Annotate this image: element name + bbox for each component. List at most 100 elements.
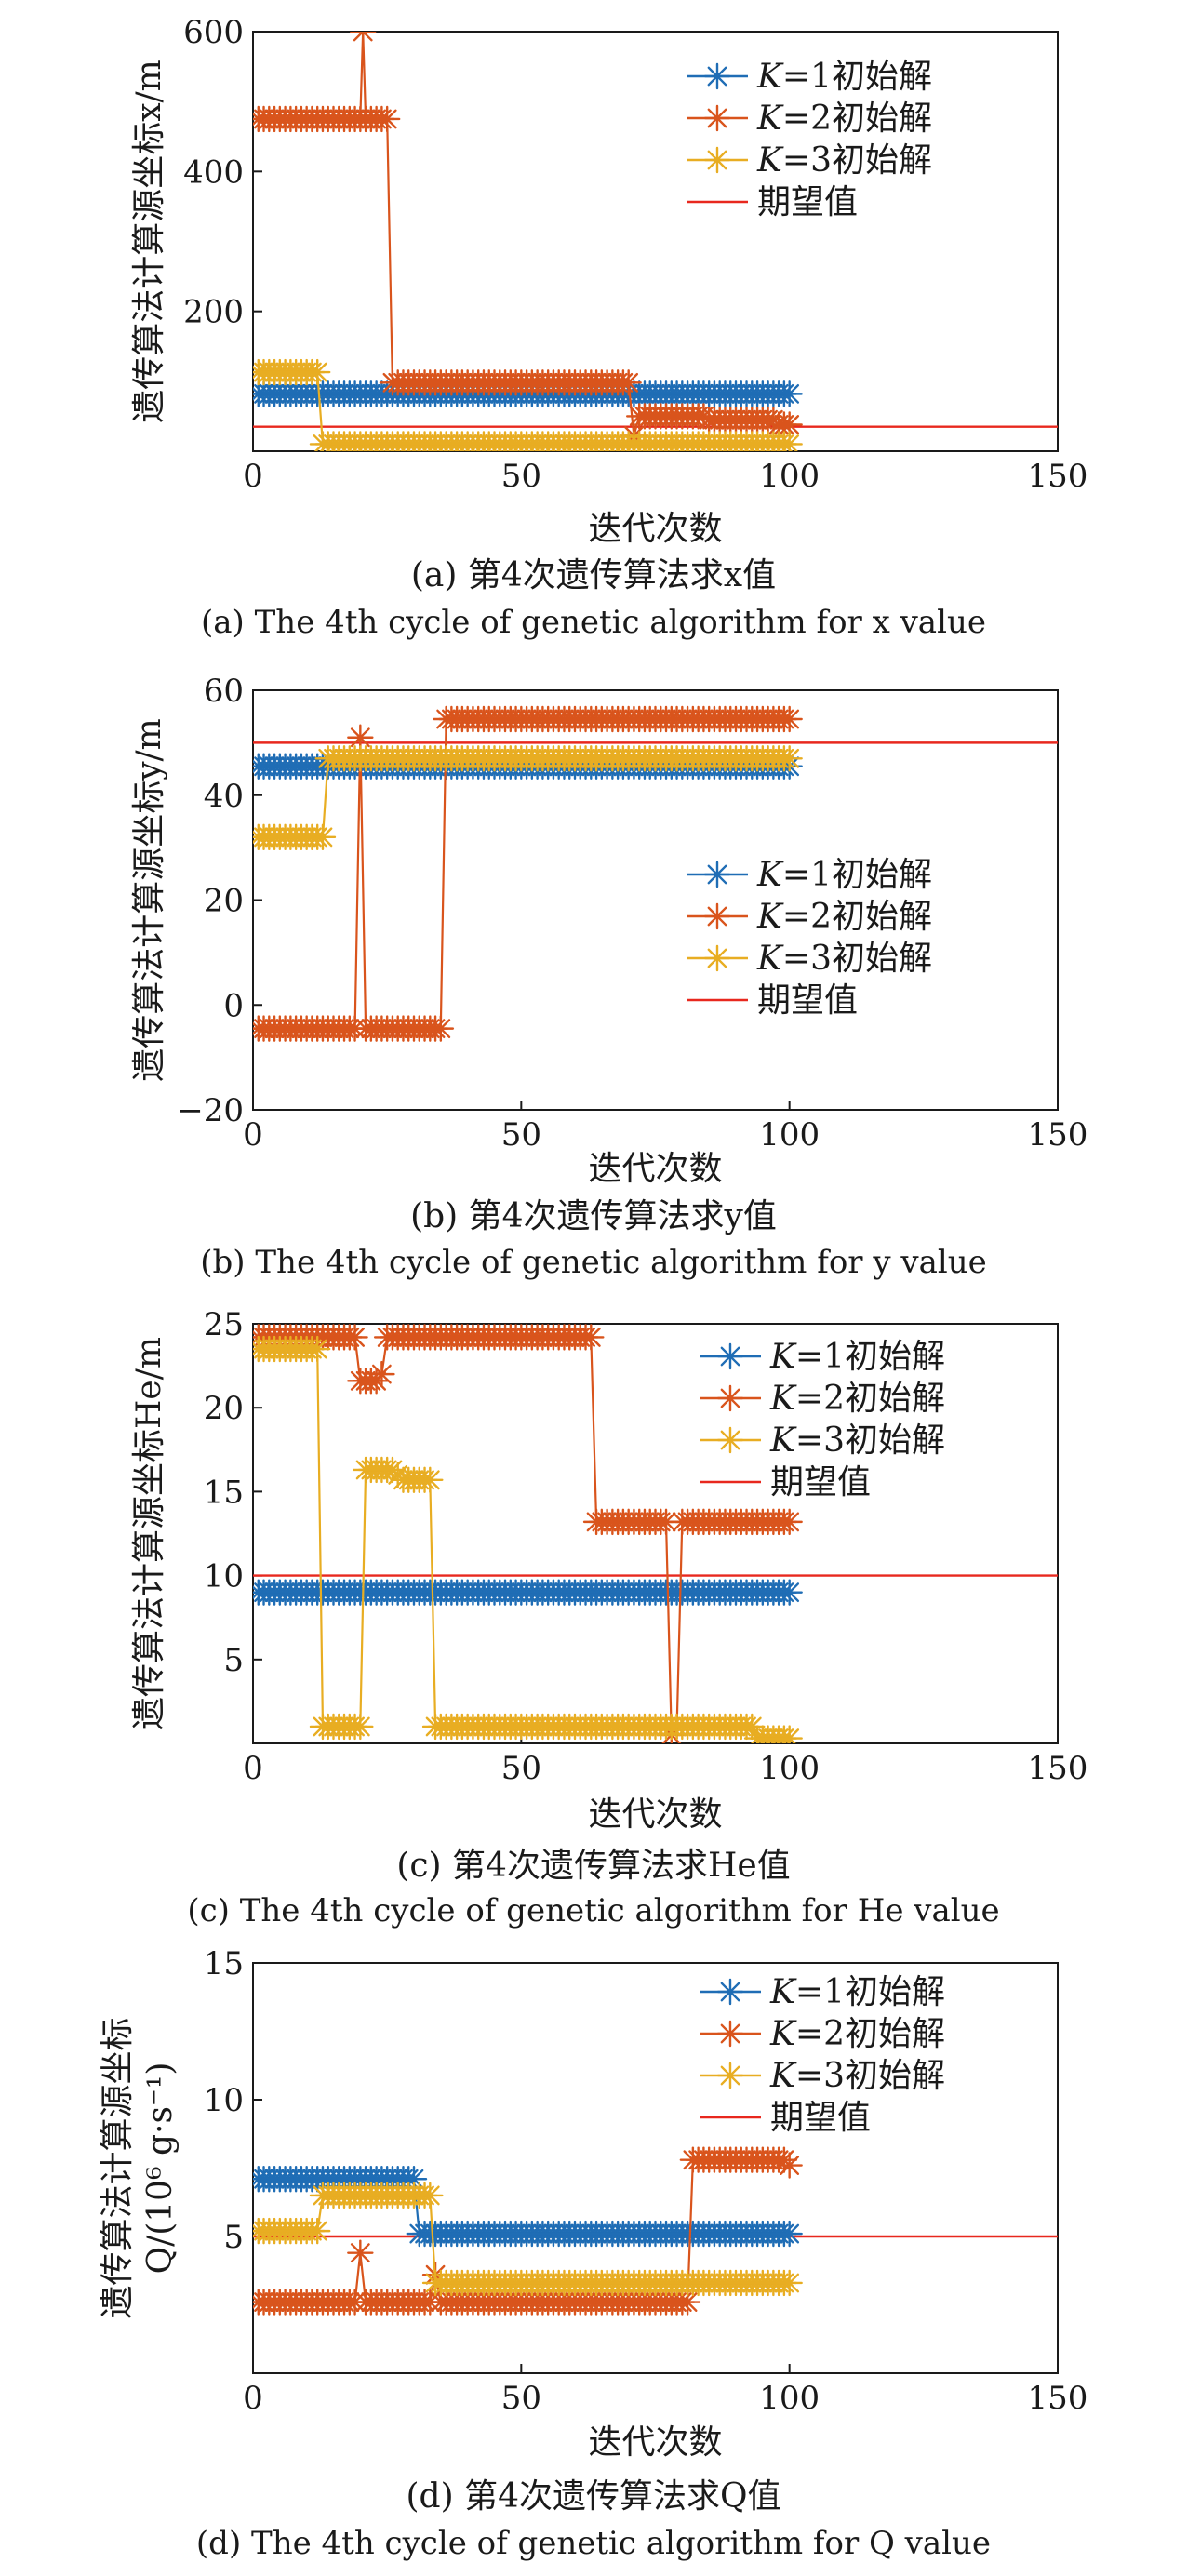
data-point-k2 — [776, 2152, 803, 2179]
x-tick-label: 0 — [243, 1750, 263, 1787]
data-point-k2 — [368, 1360, 395, 1388]
y-axis-label: 遗传算法计算源坐标x/m — [130, 60, 168, 423]
legend-label: K=3初始解 — [756, 940, 932, 978]
caption-english: (a) The 4th cycle of genetic algorithm f… — [201, 604, 986, 641]
data-point-k3 — [304, 358, 331, 386]
legend-label: K=1初始解 — [769, 1338, 945, 1376]
data-point-k3 — [304, 1335, 331, 1363]
legend-label: K=3初始解 — [769, 2057, 945, 2095]
data-point-k3 — [347, 1713, 374, 1741]
y-tick-label: −20 — [177, 1092, 244, 1129]
panel-c: 0 50 100 150 5 10 15 20 25 K=1初始解 K=2初始解K=3初始解期望值迭… — [130, 1306, 1087, 1929]
x-tick-label: 150 — [1028, 2380, 1088, 2417]
x-axis-label: 迭代次数 — [588, 2423, 722, 2462]
data-point-k3 — [776, 2269, 803, 2297]
y-axis-label-unit: Q/(10⁶ g·s⁻¹) — [141, 2062, 180, 2275]
y-tick-label: 20 — [204, 1390, 244, 1427]
y-tick-label: 0 — [223, 987, 244, 1024]
x-tick-label: 100 — [759, 1750, 820, 1787]
x-axis-label: 迭代次数 — [588, 1795, 722, 1834]
legend-label: 期望值 — [757, 183, 858, 221]
data-point-k2 — [350, 32, 377, 46]
legend-marker — [703, 62, 731, 90]
data-point-k3 — [776, 745, 803, 772]
legend-label: 期望值 — [770, 2099, 871, 2137]
x-tick-label: 50 — [501, 1750, 541, 1787]
series-k2 — [253, 2146, 803, 2316]
caption-chinese: (d) 第4次遗传算法求Q值 — [407, 2477, 781, 2516]
series-k2 — [253, 32, 803, 449]
legend-label: K=1初始解 — [756, 856, 932, 894]
legend-label: K=1初始解 — [769, 1973, 945, 2011]
legend-marker — [716, 1384, 744, 1412]
series-k3 — [253, 358, 803, 451]
series-k3 — [253, 745, 803, 851]
legend-label: 期望值 — [757, 981, 858, 1020]
data-point-k3 — [417, 1466, 444, 1493]
x-tick-label: 150 — [1028, 458, 1088, 495]
data-point-k2 — [578, 1324, 605, 1351]
x-tick-label: 100 — [759, 1116, 820, 1154]
legend-marker — [703, 944, 731, 972]
caption-chinese: (b) 第4次遗传算法求y值 — [410, 1197, 777, 1235]
legend-label: 期望值 — [770, 1463, 871, 1502]
panel-a: 0 50 100 150 200 400 600 K=1初始解 K=2初始解K=3初始解期望值迭… — [130, 14, 1087, 641]
y-tick-label: 15 — [204, 1474, 244, 1511]
series-line-k3 — [258, 1348, 790, 1740]
data-point-k2 — [615, 369, 642, 396]
legend-label: K=2初始解 — [769, 1380, 945, 1418]
x-tick-label: 50 — [501, 2380, 541, 2417]
x-tick-label: 0 — [243, 1116, 263, 1154]
y-tick-label: 600 — [183, 14, 244, 51]
y-tick-label: 25 — [204, 1306, 244, 1343]
data-point-k2 — [341, 1324, 368, 1351]
caption-chinese: (c) 第4次遗传算法求He值 — [396, 1847, 790, 1885]
y-tick-label: 10 — [204, 1558, 244, 1595]
legend-label: K=2初始解 — [756, 100, 932, 138]
data-point-k3 — [776, 1725, 803, 1743]
x-tick-label: 100 — [759, 458, 820, 495]
y-axis-label: 遗传算法计算源坐标y/m — [130, 718, 168, 1082]
x-tick-label: 100 — [759, 2380, 820, 2417]
x-tick-label: 150 — [1028, 1116, 1088, 1154]
y-tick-label: 5 — [223, 1642, 244, 1679]
legend-marker — [716, 2020, 744, 2048]
data-point-k3 — [776, 431, 803, 451]
data-point-k2 — [427, 1015, 455, 1042]
series-k2 — [253, 705, 803, 1042]
legend-label: K=2初始解 — [756, 898, 932, 936]
caption-english: (b) The 4th cycle of genetic algorithm f… — [200, 1244, 986, 1281]
data-point-k3 — [304, 2217, 331, 2245]
legend-marker — [703, 902, 731, 930]
data-point-k2 — [347, 2239, 374, 2266]
caption-english: (d) The 4th cycle of genetic algorithm f… — [196, 2525, 991, 2562]
y-axis-label: 遗传算法计算源坐标He/m — [130, 1337, 168, 1730]
series-k2 — [253, 1324, 803, 1743]
x-axis-label: 迭代次数 — [588, 510, 722, 548]
x-tick-label: 50 — [501, 1116, 541, 1154]
legend-marker — [716, 1426, 744, 1454]
data-point-k2 — [776, 1508, 803, 1536]
data-point-k3 — [417, 2182, 444, 2209]
x-tick-label: 50 — [501, 458, 541, 495]
legend-marker — [716, 1978, 744, 2006]
y-tick-label: 15 — [204, 1945, 244, 1982]
data-point-k1 — [776, 2220, 803, 2248]
series-line-k2 — [258, 1336, 790, 1739]
legend-marker — [703, 861, 731, 888]
caption-english: (c) The 4th cycle of genetic algorithm f… — [187, 1892, 999, 1929]
series-k1 — [253, 2166, 803, 2248]
y-tick-label: 200 — [183, 294, 244, 331]
x-tick-label: 0 — [243, 458, 263, 495]
data-point-k2 — [347, 724, 374, 751]
panel-b: 0 50 100 150−200204060K=1初始解K=2初始解K=3初始解期望值… — [130, 673, 1087, 1281]
data-point-k2 — [776, 705, 803, 733]
legend-marker — [716, 1342, 744, 1370]
y-tick-label: 40 — [204, 778, 244, 815]
y-axis-label: 遗传算法计算源坐标 — [99, 2017, 137, 2318]
